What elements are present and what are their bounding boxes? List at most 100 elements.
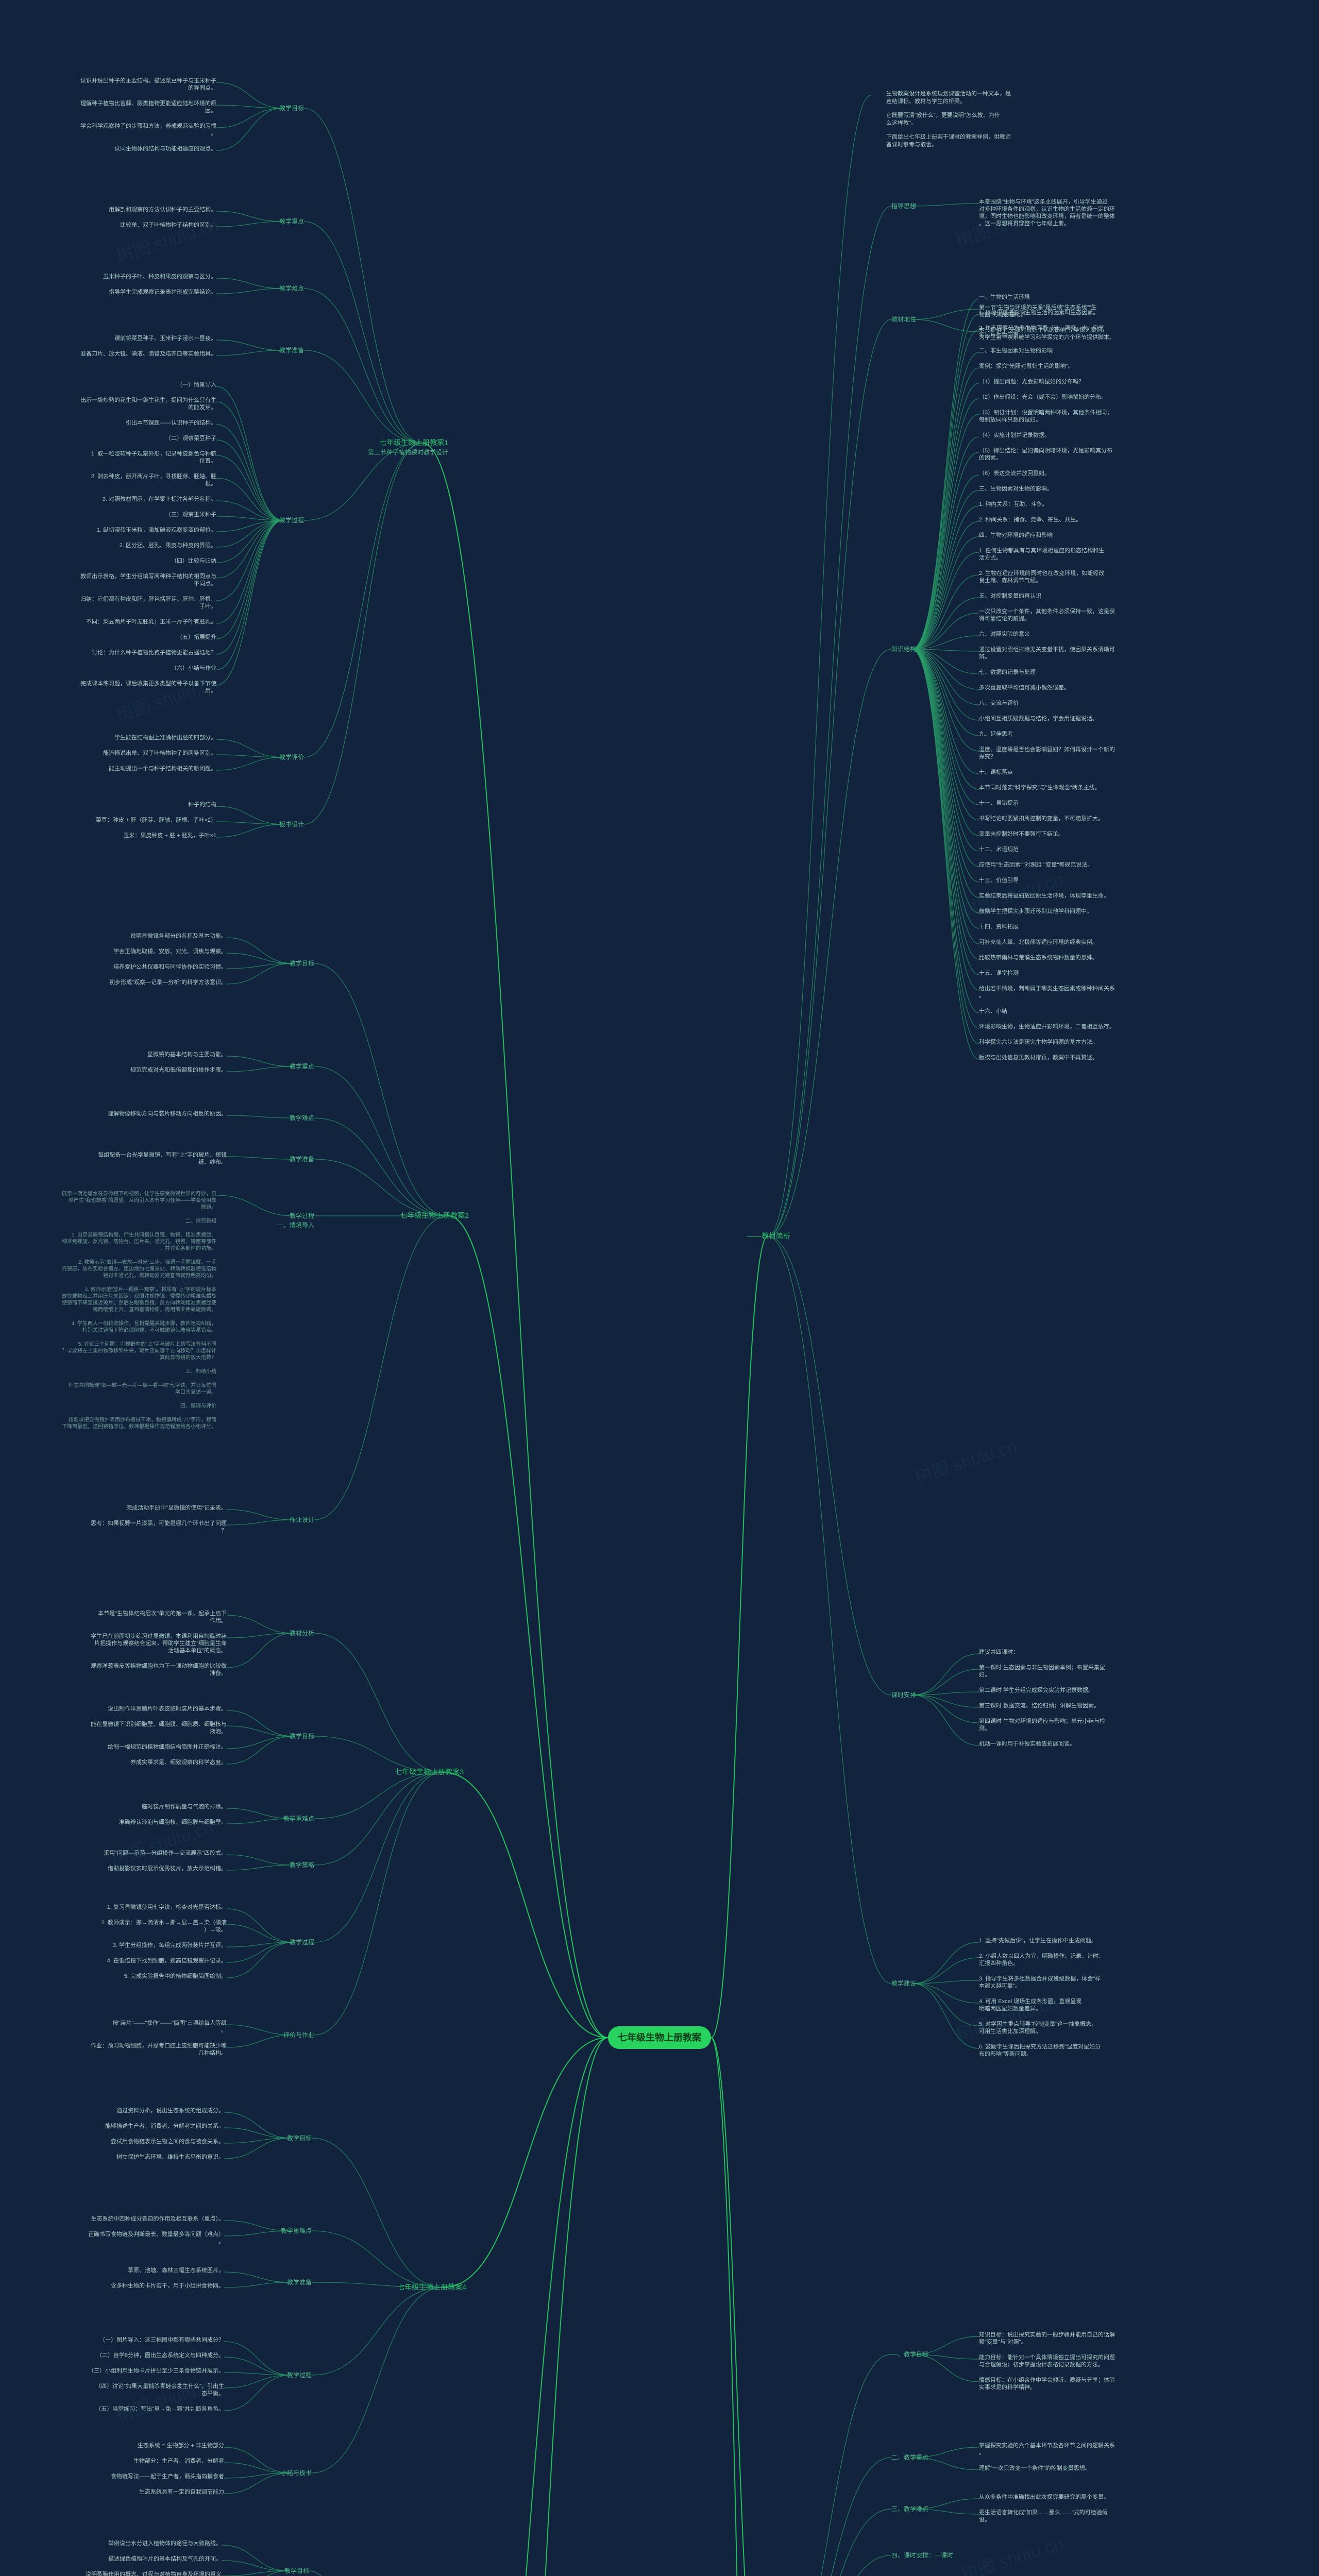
text-node: （六）小结与作业 [171,665,216,671]
connector [314,1118,448,1216]
text-node: 作业：预习动物细胞，并思考口腔上皮细胞可能缺少哪几种结构。 [91,2042,227,2056]
connector [304,108,422,443]
branch-label: ——教材简析 [747,1232,790,1240]
text-node: 种子的结构 [188,801,216,808]
connector [912,649,979,789]
connector [912,649,979,928]
text-node: 能力目标：能针对一个具体情境独立提出可探究的问题与合理假设；初步掌握设计表格记录… [979,2353,1115,2368]
text-node: 展示一滴池塘水在显微镜下的视频，让学生感受微观世界的奇妙，自然产生"我也想看"的… [62,1190,216,1210]
connector [216,520,283,670]
connector [763,2555,891,2576]
text-node: 六、对照实验的意义 [979,630,1030,637]
connector [912,414,979,649]
text-node: 不同：菜豆两片子叶无胚乳；玉米一片子叶有胚乳。 [86,618,216,625]
connector [227,1736,294,1749]
sub-label: 一、教学目标 [891,2350,928,2358]
text-node: 1. 纵切浸软玉米粒，滴加碘液观察变蓝的部位。 [97,526,216,533]
text-node: 能够描述生产者、消费者、分解者之间的关系。 [105,2122,224,2129]
connector [216,824,283,837]
connector [314,1772,443,1819]
text-node: 三、归纳小结 [185,1368,216,1375]
connector [768,649,891,1236]
text-node: 2. 种间关系：捕食、竞争、寄生、共生。 [979,516,1081,523]
text-node: 实验结束后将鼠妇放回原生活环境，体现尊重生命。 [979,892,1109,899]
text-node: 玉米：果皮种皮 + 胚 + 胚乳，子叶×1 [123,832,216,839]
text-node: 临时装片制作质量与气泡的排除。 [142,1803,227,1810]
text-node: 学会科学观察种子的步骤和方法，养成规范实验的习惯。 [80,122,216,137]
text-node: 4. 在低倍镜下找到细胞，换高倍镜观察并记录。 [107,1957,227,1964]
text-node: 给出若干情境，判断属于哪类生态因素或哪种种间关系。 [979,985,1115,999]
connector [443,1772,608,2038]
connector [222,2561,289,2571]
text-node: 2. 剥去种皮，掰开两片子叶，寻找胚芽、胚轴、胚根。 [91,472,216,487]
center-label: 七年级生物上册教案 [618,2032,702,2043]
text-node: 十六、小结 [979,1007,1007,1014]
text-node: 鼓励学生把探究步骤迁移到其他学科问题中。 [979,907,1092,914]
text-node: 一次只改变一个条件，其他条件必须保持一致，这是获得可靠结论的前提。 [979,607,1115,622]
text-node: 学生已在前面初步练习过显微镜，本课利用自制临时装片把操作与观察结合起来，帮助学生… [91,1632,227,1654]
text-node: 出示一袋炒熟的花生和一袋生花生，提问为什么只有生的能发芽。 [80,396,216,411]
connector [216,520,283,578]
connector [912,649,979,1044]
connector [304,443,422,824]
connector [227,1056,294,1066]
connector [224,2112,291,2138]
text-node: 2. 区分胚、胚乳、果皮与种皮的界限。 [120,541,216,549]
text-node: 按"装片"——"操作"——"简图"三项给每人等级。 [113,2019,227,2033]
text-node: 本节同时落实"科学探究"与"生命观念"两条主线。 [979,784,1101,791]
watermark: 树图 shutu.cn [912,1436,1020,1488]
connector [912,299,979,649]
sub-label: 四、课时安排：一课时 [891,2551,953,2559]
connector [216,440,283,520]
text-node: 能在显微镜下识别细胞壁、细胞膜、细胞质、细胞核与液泡。 [91,1720,227,1735]
connector [912,1984,979,2026]
text-node: 能主动提出一个与种子结构相关的新问题。 [109,765,216,772]
text-node: 显微镜的基本结构与主要功能。 [147,1050,227,1058]
connector [711,1236,768,2038]
connector [304,350,422,443]
text-node: 认识并说出种子的主要结构。描述菜豆种子与玉米种子的异同点。 [80,77,216,91]
text-node: （五）当堂练习：写出"草→兔→狐"并判断各角色。 [95,2405,224,2412]
text-node: 采用"问题—示范—分组操作—交流展示"四段式。 [104,1849,227,1856]
connector [216,520,283,639]
text-node: 掌握探究实验的六个基本环节及各环节之间的逻辑关系。 [979,2442,1115,2456]
connector [768,95,871,1236]
connector [216,211,283,222]
connector [912,649,979,774]
connector [912,1695,979,1745]
connector [912,649,979,897]
connector [314,963,448,1216]
text-node: 尝试用食物链表示生物之间的食与被食关系。 [111,2138,224,2145]
connector [912,1984,979,2003]
text-node: 3. 指导学生将多组数据合并成班级数据，体会"样本越大越可靠"。 [979,1975,1101,1989]
text-node: 思考：如果视野一片漆黑，可能是哪几个环节出了问题？ [91,1519,227,1534]
connector [216,278,283,289]
text-node: 它既要写清"教什么"，更要说明"怎么教、为什么这样教"。 [886,111,1000,126]
text-node: 说明显微镜各部分的名称及基本功能。 [130,932,227,939]
connector [227,953,294,963]
text-node: 2. 教师示范"取镜—安放—对光"三步。强调一手握镜臂、一手托镜座，放在实验台偏… [62,1259,216,1279]
text-node: 可补充仙人掌、北极熊等适应环境的经典实例。 [979,938,1098,945]
text-node: 理解种子植物比苔藓、蕨类植物更能适应陆地环境的原因。 [80,99,216,114]
connector [314,1772,443,1942]
text-node: 生态系统 = 生物部分 + 非生物部分 [138,2442,224,2449]
connector [912,1695,979,1723]
connector [912,552,979,649]
text-node: 建议共四课时： [979,1648,1019,1655]
connector [227,1736,294,1764]
text-node: 生态系统中四种成分各自的作用及相互联系（重点）。 [91,2215,225,2222]
text-node: 十一、易错提示 [979,799,1019,806]
connector [422,443,608,2038]
text-node: 从众多条件中准确找出此次探究要研究的那个变量。 [979,2493,1109,2500]
connector [314,1736,443,1772]
connector [711,2038,763,2576]
connector [912,204,979,206]
connector [224,2375,291,2388]
connector [224,2282,291,2287]
connector [768,1236,891,1695]
connector [216,222,283,227]
connector [912,2354,979,2382]
connector [912,1958,979,1984]
text-node: 通过设置对照组排除无关变量干扰，使因果关系清晰可辨。 [979,646,1115,660]
connector [222,2545,289,2571]
